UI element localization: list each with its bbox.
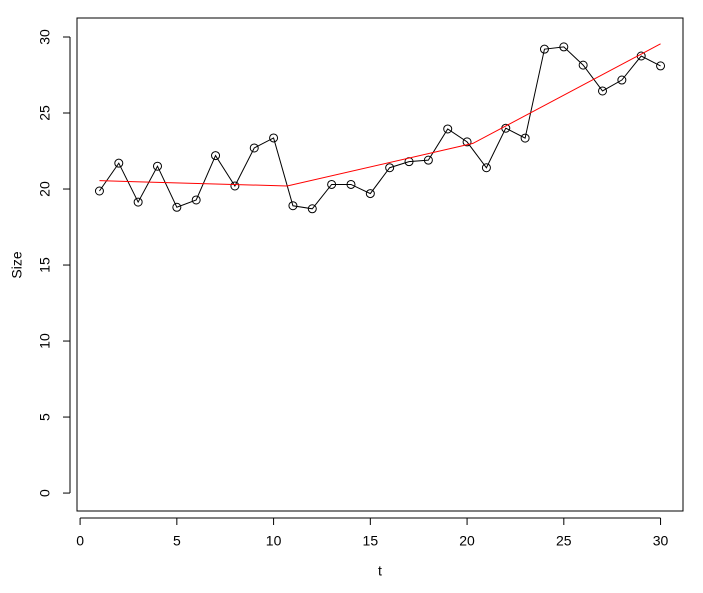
point	[249, 143, 259, 153]
point	[423, 155, 433, 165]
point	[114, 158, 124, 168]
plot-box	[76, 17, 684, 512]
point	[307, 204, 317, 214]
x-tick-label: 0	[76, 533, 84, 549]
series-line	[99, 43, 661, 187]
x-tick-label: 10	[266, 533, 282, 549]
point	[191, 195, 201, 205]
point	[211, 151, 221, 161]
x-axis-label: t	[378, 563, 382, 579]
point	[152, 161, 162, 171]
y-tick-label: 15	[37, 257, 53, 273]
point	[481, 163, 491, 173]
x-tick-label: 25	[556, 533, 572, 549]
point	[443, 124, 453, 134]
x-tick-label: 5	[173, 533, 181, 549]
y-tick-label: 25	[37, 105, 53, 121]
y-tick-label: 10	[37, 333, 53, 349]
y-tick-label: 0	[37, 489, 53, 497]
series-line	[99, 46, 661, 210]
point	[288, 201, 298, 211]
point	[462, 137, 472, 147]
point	[133, 197, 143, 207]
point	[346, 179, 356, 189]
point	[617, 75, 627, 85]
x-tick-label: 15	[363, 533, 379, 549]
point	[94, 186, 104, 196]
point	[327, 179, 337, 189]
point	[172, 202, 182, 212]
point	[230, 181, 240, 191]
y-tick-label: 20	[37, 181, 53, 197]
point	[385, 163, 395, 173]
point	[520, 133, 530, 143]
x-tick-label: 30	[653, 533, 669, 549]
point	[559, 42, 569, 52]
point	[578, 60, 588, 70]
y-tick-label: 30	[37, 29, 53, 45]
point	[656, 61, 666, 71]
point	[598, 86, 608, 96]
x-tick-label: 20	[459, 533, 475, 549]
y-tick-label: 5	[37, 413, 53, 421]
point	[539, 44, 549, 54]
y-axis-label: Size	[9, 251, 25, 278]
point	[365, 189, 375, 199]
point	[269, 133, 279, 143]
